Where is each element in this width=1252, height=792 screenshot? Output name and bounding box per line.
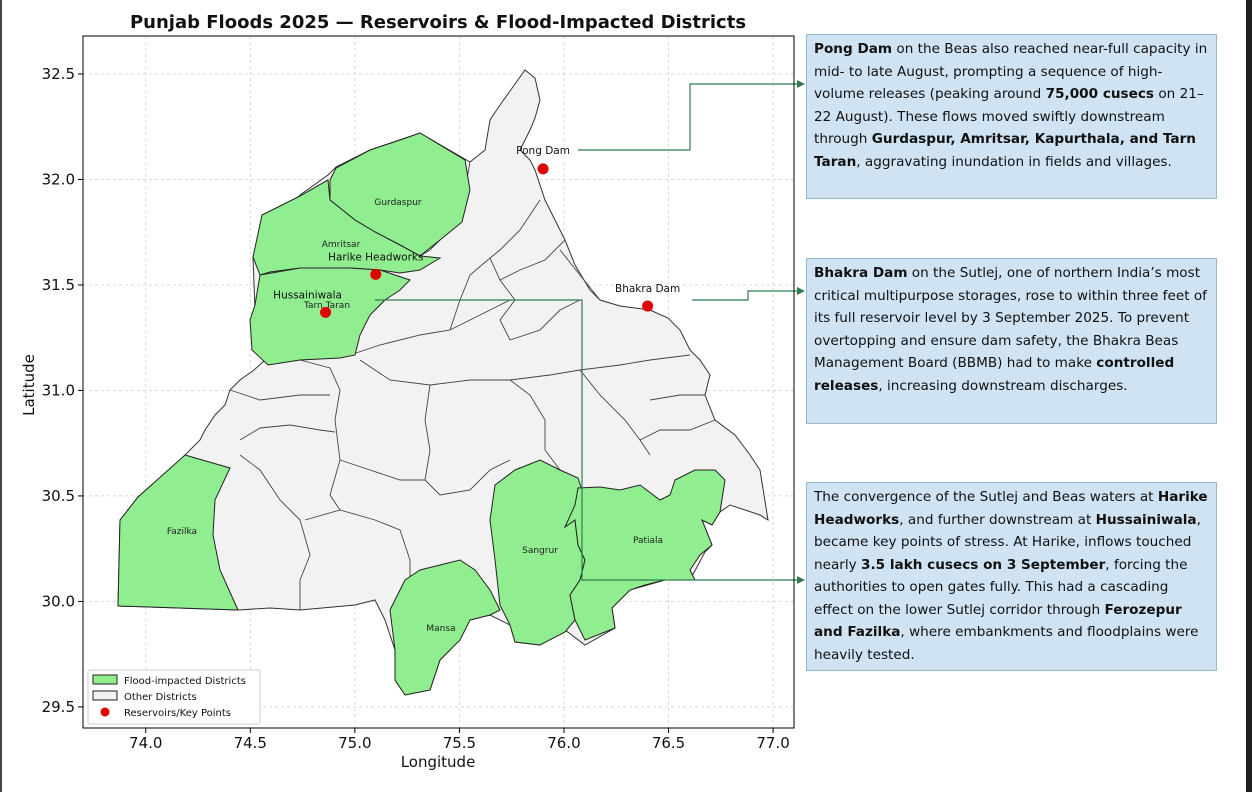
y-tick-label-0: 29.5 — [42, 698, 75, 716]
harike-text-3: , became key points of stress. At Harike… — [814, 511, 1201, 573]
y-tick-label-3: 31.0 — [42, 381, 75, 399]
legend-box — [87, 669, 261, 725]
district-patiala — [563, 469, 726, 641]
frame-edge-left — [0, 0, 2, 792]
y-tick-label-6: 32.5 — [42, 65, 75, 83]
bhakra-text-1: on the Sutlej, one of northern India’s m… — [814, 265, 1207, 371]
y-tick-label-2: 30.5 — [42, 487, 75, 505]
y-axis-label: Latitude — [20, 354, 38, 416]
point-label-harike-headworks: Harike Headworks — [328, 251, 423, 263]
pong-bold-2: 75,000 cusecs — [1045, 86, 1155, 102]
legend-flood-label: Flood-impacted Districts — [124, 676, 246, 687]
legend-other-swatch — [92, 690, 118, 701]
label-tarn-taran: Tarn Taran — [303, 301, 350, 311]
label-gurdaspur: Gurdaspur — [374, 198, 422, 208]
x-tick-label-1: 74.5 — [234, 734, 267, 752]
axis-ticks: 74.0 74.5 75.0 75.5 76.0 76.5 77.0 29.5 30.0 30.5… — [42, 65, 790, 752]
annotation-bhakra-dam: Bhakra Dam on the Sutlej, one of norther… — [806, 258, 1217, 424]
pong-text-2: on 21–22 August). These flows moved swif… — [814, 86, 1204, 147]
pong-bold-3: Gurdaspur, Amritsar, Kapurthala, and Tar… — [814, 131, 1196, 170]
district-mansa — [389, 559, 501, 696]
point-bhakra-dam — [642, 300, 654, 312]
y-tick-label-4: 31.5 — [42, 276, 75, 294]
bhakra-bold-2: controlled releases — [814, 355, 1175, 394]
x-axis-label: Longitude — [401, 753, 476, 771]
annotation-harike-headworks: The convergence of the Sutlej and Beas w… — [806, 482, 1217, 671]
legend-other-label: Other Districts — [124, 692, 197, 703]
flood-districts — [117, 132, 726, 696]
x-tick-label-2: 75.0 — [338, 734, 371, 752]
legend-points-label: Reservoirs/Key Points — [124, 708, 231, 719]
connector-arrowheads — [797, 80, 805, 584]
bhakra-bold-1: Bhakra Dam — [814, 265, 908, 281]
label-amritsar: Amritsar — [322, 240, 361, 250]
harike-bold-4: Ferozepur and Fazilka — [814, 601, 1182, 641]
label-fazilka: Fazilka — [167, 527, 197, 537]
point-harike-headworks — [370, 268, 382, 280]
connector-lines — [375, 83, 798, 581]
pong-text-3: , aggravating inundation in fields and v… — [856, 153, 1172, 170]
legend-flood-swatch — [92, 674, 118, 685]
legend: Flood-impacted Districts Other Districts… — [87, 669, 261, 725]
harike-text-4: , forcing the authorities to open gates … — [814, 556, 1188, 618]
x-tick-label-3: 75.5 — [443, 734, 476, 752]
label-mansa: Mansa — [426, 624, 455, 634]
harike-bold-3: 3.5 lakh cusecs on 3 September — [861, 556, 1106, 573]
harike-text-1: The convergence of the Sutlej and Beas w… — [814, 489, 1158, 505]
connector-pong — [578, 83, 798, 151]
connector-harike — [375, 299, 798, 581]
x-tick-label-5: 76.5 — [652, 734, 685, 752]
point-label-hussainiwala: Hussainiwala — [273, 289, 342, 301]
pong-bold-1: Pong Dam — [814, 41, 893, 57]
pong-text-1: on the Beas also reached near-full capac… — [814, 41, 1208, 102]
y-tick-label-5: 32.0 — [42, 170, 75, 188]
point-pong-dam — [537, 163, 549, 175]
district-fazilka — [117, 454, 239, 611]
harike-bold-1: Harike Headworks — [814, 489, 1208, 528]
label-sangrur: Sangrur — [522, 546, 558, 556]
point-label-bhakra-dam: Bhakra Dam — [615, 283, 680, 295]
x-tick-label-6: 77.0 — [756, 734, 789, 752]
point-label-pong-dam: Pong Dam — [516, 145, 570, 157]
bhakra-text-2: , increasing downstream discharges. — [878, 377, 1128, 394]
connector-bhakra — [692, 290, 798, 301]
harike-bold-2: Hussainiwala — [1095, 511, 1197, 528]
chart-title: Punjab Floods 2025 — Reservoirs & Flood-… — [130, 12, 746, 33]
point-hussainiwala — [320, 306, 332, 318]
label-patiala: Patiala — [633, 536, 663, 546]
legend-point-marker — [100, 707, 110, 717]
harike-text-2: , and further downstream at — [899, 511, 1096, 528]
district-tarn-taran — [249, 267, 411, 366]
axes-frame — [82, 35, 795, 729]
y-tick-label-1: 30.0 — [42, 592, 75, 610]
points-layer: Pong Dam Harike Headworks Hussainiwala Bhak… — [273, 145, 680, 318]
x-tick-label-4: 76.0 — [547, 734, 580, 752]
annotation-pong-dam: Pong Dam on the Beas also reached near-f… — [806, 34, 1217, 199]
x-tick-label-0: 74.0 — [129, 734, 162, 752]
harike-text-5: , where embankments and floodplains were… — [814, 624, 1199, 663]
frame-edge-right — [1246, 0, 1252, 792]
